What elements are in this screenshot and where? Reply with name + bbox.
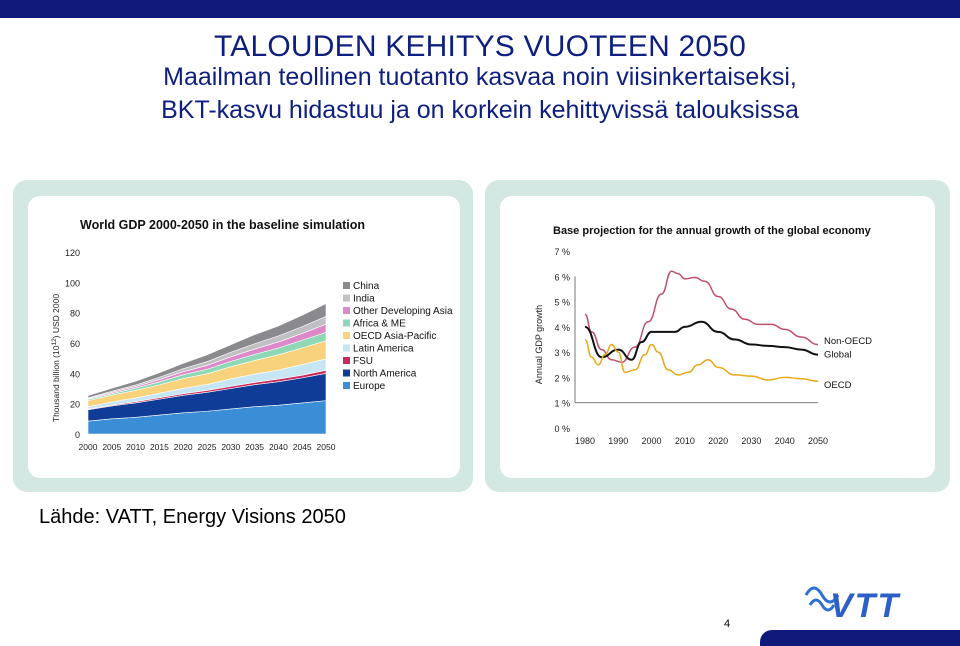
- legend-label-other-developing-asia: Other Developing Asia: [353, 306, 453, 317]
- legend-label-oecd-asia-pacific: OECD Asia-Pacific: [353, 331, 436, 342]
- y-axis-label-superscript: 12: [51, 338, 58, 346]
- x-tick-label: 2010: [126, 442, 145, 452]
- legend-swatch-fsu: [343, 357, 350, 364]
- y-tick-label: 40: [70, 369, 80, 379]
- line-non-oecd: [584, 270, 819, 364]
- y-tick-label: 120: [65, 248, 80, 258]
- y-tick-label: 80: [70, 309, 80, 319]
- top-bar: [0, 0, 960, 18]
- legend-swatch-india: [343, 294, 350, 302]
- chart-title: Base projection for the annual growth of…: [553, 225, 872, 237]
- legend-swatch-other-developing-asia: [343, 307, 350, 314]
- y-tick-label: 7 %: [554, 247, 570, 257]
- y-tick-label: 100: [65, 278, 80, 288]
- legend-swatch-africa-me: [343, 319, 350, 327]
- footer-bar: [760, 630, 960, 646]
- chart-title: World GDP 2000-2050 in the baseline simu…: [80, 218, 365, 232]
- legend-swatch-north-america: [343, 369, 350, 377]
- legend-swatch-oecd-asia-pacific: [343, 332, 350, 339]
- right-chart-panel: Base projection for the annual growth of…: [500, 196, 935, 478]
- legend-label-europe: Europe: [353, 381, 386, 392]
- y-tick-label: 3 %: [554, 348, 570, 358]
- logo-wave-icon: [804, 586, 840, 604]
- y-tick-label: 0: [75, 430, 80, 440]
- x-tick-label: 2035: [245, 442, 264, 452]
- y-tick-label: 0 %: [554, 424, 570, 434]
- area-china: [87, 303, 327, 399]
- x-tick-label: 2040: [269, 442, 288, 452]
- subtitle-line-1: Maailman teollinen tuotanto kasvaa noin …: [163, 63, 797, 91]
- legend-label-latin-america: Latin America: [353, 344, 414, 355]
- annual-growth-line-chart: Base projection for the annual growth of…: [534, 225, 872, 446]
- x-tick-label: 1990: [608, 436, 628, 446]
- x-tick-label: 2050: [317, 442, 336, 452]
- page-title: TALOUDEN KEHITYS VUOTEEN 2050: [213, 30, 747, 63]
- y-tick-label: 2 %: [554, 373, 570, 383]
- line-global: [584, 320, 819, 361]
- legend-swatch-latin-america: [343, 344, 350, 352]
- vtt-logo: VTT: [800, 575, 920, 630]
- x-tick-label: 2030: [741, 436, 761, 446]
- legend-label-fsu: FSU: [353, 356, 373, 367]
- y-tick-label: 1 %: [554, 399, 570, 409]
- line-oecd: [584, 338, 819, 382]
- series-label-non-oecd: Non-OECD: [824, 336, 872, 347]
- legend-label-africa-me: Africa & ME: [353, 319, 406, 330]
- legend-label-china: China: [353, 281, 380, 292]
- x-tick-label: 2000: [642, 436, 662, 446]
- left-chart-panel: World GDP 2000-2050 in the baseline simu…: [28, 196, 460, 478]
- logo-wave-icon-2: [808, 598, 836, 612]
- x-tick-label: 1980: [575, 436, 595, 446]
- x-tick-label: 2020: [708, 436, 728, 446]
- y-axis-label-part: ) USD 2000: [51, 294, 61, 339]
- series-label-oecd: OECD: [824, 380, 852, 391]
- x-tick-label: 2030: [221, 442, 240, 452]
- x-tick-label: 2045: [293, 442, 312, 452]
- y-tick-label: 20: [70, 400, 80, 410]
- x-tick-label: 2005: [102, 442, 121, 452]
- legend-label-north-america: North America: [353, 369, 417, 380]
- x-tick-label: 2020: [174, 442, 193, 452]
- legend-swatch-europe: [343, 382, 350, 389]
- x-tick-label: 2000: [79, 442, 98, 452]
- series-label-global: Global: [824, 350, 851, 361]
- page-number: 4: [724, 618, 731, 630]
- x-tick-label: 2015: [150, 442, 169, 452]
- x-tick-label: 2025: [198, 442, 217, 452]
- y-tick-label: 60: [70, 339, 80, 349]
- x-tick-label: 2040: [775, 436, 795, 446]
- legend-label-india: India: [353, 294, 375, 305]
- x-tick-label: 2010: [675, 436, 695, 446]
- legend-swatch-china: [343, 282, 350, 289]
- subtitle-line-2: BKT-kasvu hidastuu ja on korkein kehitty…: [161, 96, 799, 124]
- x-tick-label: 2050: [808, 436, 828, 446]
- y-axis-label-part: Thousand billion (10: [51, 345, 61, 422]
- logo-text: VTT: [830, 587, 901, 625]
- world-gdp-area-chart: World GDP 2000-2050 in the baseline simu…: [51, 218, 453, 452]
- y-axis-label: Thousand billion (1012) USD 2000: [51, 294, 61, 422]
- y-tick-label: 5 %: [554, 298, 570, 308]
- y-tick-label: 6 %: [554, 272, 570, 282]
- source-caption: Lähde: VATT, Energy Visions 2050: [39, 506, 346, 528]
- y-axis-label: Annual GDP growth: [534, 305, 544, 384]
- y-tick-label: 4 %: [554, 323, 570, 333]
